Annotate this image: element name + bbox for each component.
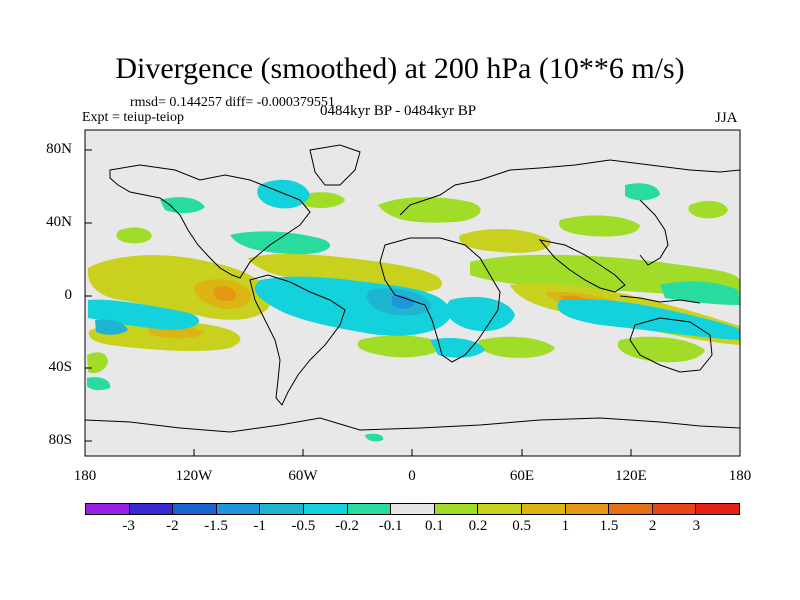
colorbar-label: 0.5 xyxy=(512,518,531,535)
colorbar-bin xyxy=(217,504,261,514)
colorbar xyxy=(85,503,740,515)
colorbar-label: 1.5 xyxy=(600,518,619,535)
colorbar-bin xyxy=(304,504,348,514)
lon-tick-label: 60W xyxy=(288,468,317,485)
lon-tick-label: 0 xyxy=(408,468,416,485)
lon-tick-label: 120W xyxy=(176,468,213,485)
lat-tick-label: 40S xyxy=(49,359,72,376)
lon-tick-label: 60E xyxy=(510,468,534,485)
colorbar-bin xyxy=(696,504,739,514)
colorbar-bin xyxy=(566,504,610,514)
lat-tick-label: 80S xyxy=(49,432,72,449)
colorbar-label: -0.5 xyxy=(291,518,315,535)
colorbar-bin xyxy=(130,504,174,514)
colorbar-bin xyxy=(653,504,697,514)
colorbar-label: 0.1 xyxy=(425,518,444,535)
colorbar-bin xyxy=(609,504,653,514)
colorbar-bin xyxy=(522,504,566,514)
lat-tick-label: 0 xyxy=(65,287,73,304)
colorbar-label: -1 xyxy=(253,518,266,535)
lat-tick-label: 80N xyxy=(46,141,72,158)
colorbar-label: 3 xyxy=(693,518,701,535)
colorbar-label: -1.5 xyxy=(204,518,228,535)
colorbar-bin xyxy=(348,504,392,514)
colorbar-label: -2 xyxy=(166,518,179,535)
colorbar-bin xyxy=(173,504,217,514)
colorbar-bin xyxy=(86,504,130,514)
lon-tick-label: 180 xyxy=(74,468,97,485)
colorbar-label: 1 xyxy=(562,518,570,535)
colorbar-label: 0.2 xyxy=(469,518,488,535)
colorbar-label: -0.2 xyxy=(335,518,359,535)
lon-tick-label: 120E xyxy=(615,468,647,485)
colorbar-label: 2 xyxy=(649,518,657,535)
colorbar-bin xyxy=(478,504,522,514)
lon-tick-label: 180 xyxy=(729,468,752,485)
colorbar-bin xyxy=(435,504,479,514)
colorbar-bin xyxy=(391,504,435,514)
colorbar-label: -0.1 xyxy=(379,518,403,535)
colorbar-label: -3 xyxy=(122,518,135,535)
lat-tick-label: 40N xyxy=(46,214,72,231)
colorbar-bin xyxy=(260,504,304,514)
